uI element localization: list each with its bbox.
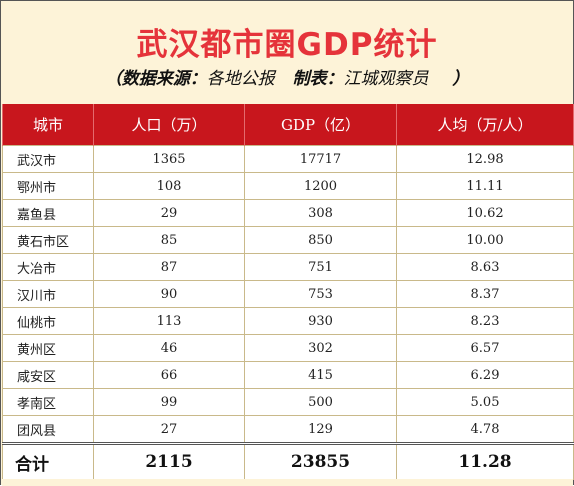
cell-city: 仙桃市	[2, 307, 94, 335]
cell-gdp: 129	[244, 415, 397, 444]
table-row: 咸安区 66 415 6.29	[2, 361, 574, 389]
table-row: 武汉市 1365 17717 12.98	[2, 145, 574, 173]
cell-population: 87	[93, 253, 245, 281]
cell-city: 大冶市	[2, 253, 94, 281]
cell-population: 99	[93, 388, 245, 416]
source-label: 数据来源：	[121, 69, 207, 89]
col-header-per-capita: 人均（万/人）	[396, 104, 574, 146]
total-gdp: 23855	[244, 442, 397, 480]
col-header-city: 城市	[2, 104, 94, 146]
cell-population: 29	[93, 199, 245, 227]
maker-label: 制表：	[292, 69, 344, 89]
table-row: 汉川市 90 753 8.37	[2, 280, 574, 308]
cell-per-capita: 12.98	[396, 145, 574, 173]
total-per-capita: 11.28	[396, 442, 574, 480]
cell-per-capita: 4.78	[396, 415, 574, 444]
cell-gdp: 302	[244, 334, 397, 362]
page-title: 武汉都市圈GDP统计	[136, 27, 438, 63]
cell-city: 黄州区	[2, 334, 94, 362]
table-row: 孝南区 99 500 5.05	[2, 388, 574, 416]
cell-gdp: 1200	[244, 172, 397, 200]
cell-population: 90	[93, 280, 245, 308]
cell-city: 武汉市	[2, 145, 94, 173]
gdp-table: 城市 人口（万） GDP（亿） 人均（万/人） 武汉市 1365 17717 12.9…	[2, 104, 574, 480]
cell-city: 咸安区	[2, 361, 94, 389]
cell-gdp: 17717	[244, 145, 397, 173]
cell-per-capita: 8.23	[396, 307, 574, 335]
subtitle: （数据来源：各地公报 制表：江城观察员 ）	[1, 64, 573, 89]
source-value: 各地公报	[206, 69, 275, 89]
subtitle-close: ）	[452, 69, 470, 89]
cell-gdp: 751	[244, 253, 397, 281]
cell-per-capita: 6.29	[396, 361, 574, 389]
cell-per-capita: 5.05	[396, 388, 574, 416]
cell-city: 团风县	[2, 415, 94, 444]
cell-per-capita: 10.00	[396, 226, 574, 254]
col-header-population: 人口（万）	[93, 104, 245, 146]
cell-gdp: 308	[244, 199, 397, 227]
cell-city: 鄂州市	[2, 172, 94, 200]
table-row: 仙桃市 113 930 8.23	[2, 307, 574, 335]
table-row: 鄂州市 108 1200 11.11	[2, 172, 574, 200]
subtitle-open: （	[104, 69, 122, 89]
cell-population: 27	[93, 415, 245, 444]
table-header-row: 城市 人口（万） GDP（亿） 人均（万/人）	[2, 104, 574, 146]
total-row: 合计 2115 23855 11.28	[2, 442, 574, 480]
table-row: 黄州区 46 302 6.57	[2, 334, 574, 362]
cell-city: 汉川市	[2, 280, 94, 308]
cell-gdp: 500	[244, 388, 397, 416]
cell-city: 黄石市区	[2, 226, 94, 254]
cell-population: 113	[93, 307, 245, 335]
total-population: 2115	[93, 442, 245, 480]
cell-population: 1365	[93, 145, 245, 173]
cell-gdp: 753	[244, 280, 397, 308]
cell-population: 46	[93, 334, 245, 362]
cell-per-capita: 8.63	[396, 253, 574, 281]
table-row: 团风县 27 129 4.78	[2, 415, 574, 444]
bottom-strip	[2, 479, 573, 486]
total-label: 合计	[2, 442, 94, 480]
cell-city: 嘉鱼县	[2, 199, 94, 227]
table-row: 嘉鱼县 29 308 10.62	[2, 199, 574, 227]
cell-per-capita: 6.57	[396, 334, 574, 362]
cell-per-capita: 10.62	[396, 199, 574, 227]
cell-population: 66	[93, 361, 245, 389]
header: 武汉都市圈GDP统计 （数据来源：各地公报 制表：江城观察员 ）	[1, 1, 573, 104]
cell-gdp: 850	[244, 226, 397, 254]
cell-gdp: 930	[244, 307, 397, 335]
cell-population: 108	[93, 172, 245, 200]
cell-per-capita: 11.11	[396, 172, 574, 200]
cell-city: 孝南区	[2, 388, 94, 416]
table-row: 黄石市区 85 850 10.00	[2, 226, 574, 254]
table-row: 大冶市 87 751 8.63	[2, 253, 574, 281]
col-header-gdp: GDP（亿）	[244, 104, 397, 146]
cell-population: 85	[93, 226, 245, 254]
maker-value: 江城观察员	[343, 69, 429, 89]
cell-per-capita: 8.37	[396, 280, 574, 308]
cell-gdp: 415	[244, 361, 397, 389]
